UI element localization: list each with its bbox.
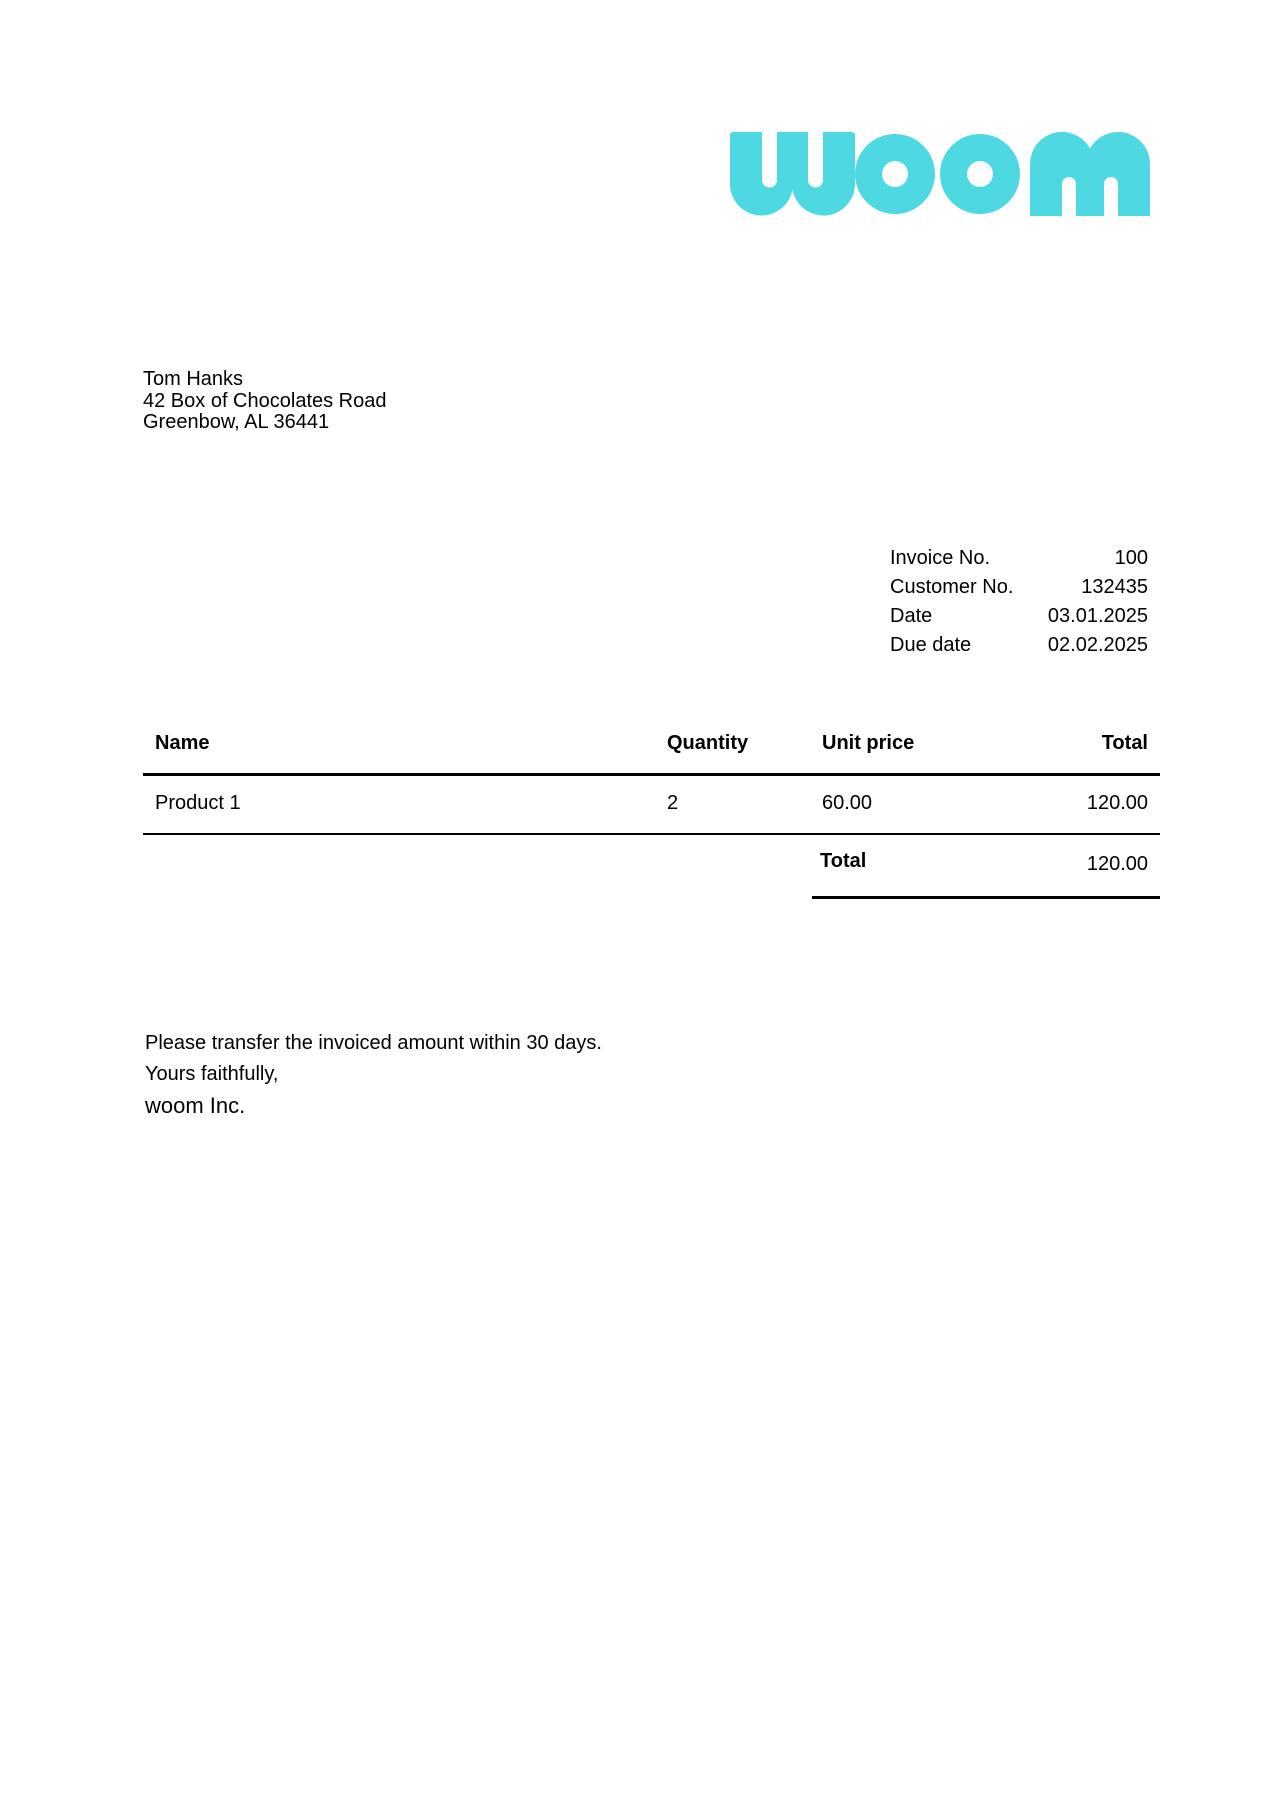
invoice-date-value: 03.01.2025 bbox=[1047, 605, 1148, 627]
customer-number-label: Customer No. bbox=[890, 576, 1014, 598]
company-signature: woom Inc. bbox=[145, 1093, 246, 1118]
table-header-row: Name Quantity Unit price Total bbox=[143, 726, 1160, 776]
column-header-unit-price: Unit price bbox=[822, 732, 915, 754]
woom-logo bbox=[730, 132, 1150, 216]
due-date-row: Due date 02.02.2025 bbox=[890, 631, 1148, 660]
column-header-quantity: Quantity bbox=[667, 732, 749, 754]
item-total: 120.00 bbox=[1086, 792, 1148, 814]
column-header-name: Name bbox=[155, 732, 210, 754]
column-header-total: Total bbox=[1101, 732, 1148, 754]
recipient-address: Tom Hanks 42 Box of Chocolates Road Gree… bbox=[143, 368, 387, 434]
customer-number-row: Customer No. 132435 bbox=[890, 573, 1148, 602]
line-items-table: Name Quantity Unit price Total Product 1… bbox=[143, 726, 1160, 899]
item-unit-price: 60.00 bbox=[822, 792, 873, 814]
recipient-city: Greenbow, AL 36441 bbox=[143, 411, 330, 433]
closing-note: Please transfer the invoiced amount with… bbox=[145, 1028, 602, 1121]
total-label: Total bbox=[820, 850, 867, 872]
item-quantity: 2 bbox=[667, 792, 679, 814]
invoice-date-row: Date 03.01.2025 bbox=[890, 602, 1148, 631]
table-row: Product 1 2 60.00 120.00 bbox=[143, 776, 1160, 835]
woom-logo-graphic bbox=[730, 132, 1150, 216]
invoice-date-label: Date bbox=[890, 605, 933, 627]
due-date-value: 02.02.2025 bbox=[1047, 634, 1148, 656]
customer-number-value: 132435 bbox=[1081, 576, 1148, 598]
invoice-number-value: 100 bbox=[1114, 547, 1148, 569]
invoice-meta: Invoice No. 100 Customer No. 132435 Date… bbox=[890, 544, 1148, 660]
invoice-number-row: Invoice No. 100 bbox=[890, 544, 1148, 573]
total-value: 120.00 bbox=[1086, 853, 1148, 875]
valediction: Yours faithfully, bbox=[145, 1063, 279, 1085]
item-name: Product 1 bbox=[155, 792, 241, 814]
recipient-street: 42 Box of Chocolates Road bbox=[143, 389, 387, 412]
due-date-label: Due date bbox=[890, 634, 972, 656]
invoice-number-label: Invoice No. bbox=[890, 547, 991, 569]
total-row: Total 120.00 bbox=[812, 835, 1160, 899]
payment-instruction: Please transfer the invoiced amount with… bbox=[145, 1032, 602, 1054]
recipient-name: Tom Hanks bbox=[143, 368, 244, 390]
